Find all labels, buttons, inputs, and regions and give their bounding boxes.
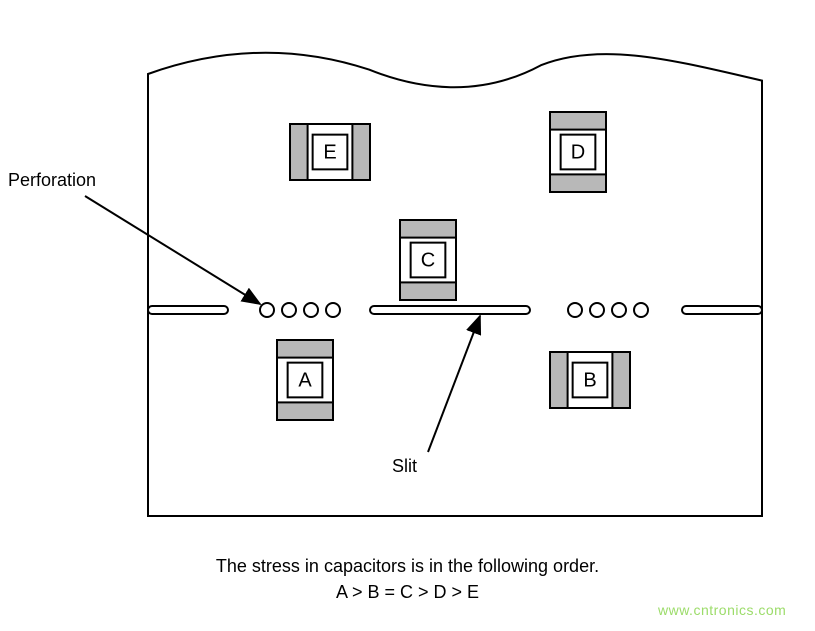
caption-line-1: The stress in capacitors is in the follo… (0, 556, 815, 577)
perforation-hole (590, 303, 604, 317)
capacitor-label-D: D (571, 141, 585, 163)
watermark: www.cntronics.com (658, 602, 786, 618)
capacitor-B: B (550, 352, 630, 408)
caption-line-2: A > B = C > D > E (0, 582, 815, 603)
perforation-hole (304, 303, 318, 317)
arrow-slit (428, 316, 480, 452)
capacitor-D: D (550, 112, 606, 192)
capacitor-label-C: C (421, 249, 435, 271)
capacitor-label-A: A (298, 369, 312, 391)
capacitor-label-E: E (323, 141, 336, 163)
perforation-hole (282, 303, 296, 317)
capacitor-A: A (277, 340, 333, 420)
perforation-label: Perforation (8, 170, 96, 191)
slit-segment (148, 306, 228, 314)
capacitor-C: C (400, 220, 456, 300)
perforation-hole (568, 303, 582, 317)
perforation-hole (260, 303, 274, 317)
diagram-stage: A B C D E (0, 0, 815, 631)
slit-segment (370, 306, 530, 314)
slit-label: Slit (392, 456, 417, 477)
perforation-hole (326, 303, 340, 317)
perforation-hole (612, 303, 626, 317)
slit-segment (682, 306, 762, 314)
perforation-hole (634, 303, 648, 317)
arrow-perforation (85, 196, 260, 304)
capacitor-E: E (290, 124, 370, 180)
diagram-svg: A B C D E (0, 0, 815, 631)
capacitor-label-B: B (583, 369, 596, 391)
